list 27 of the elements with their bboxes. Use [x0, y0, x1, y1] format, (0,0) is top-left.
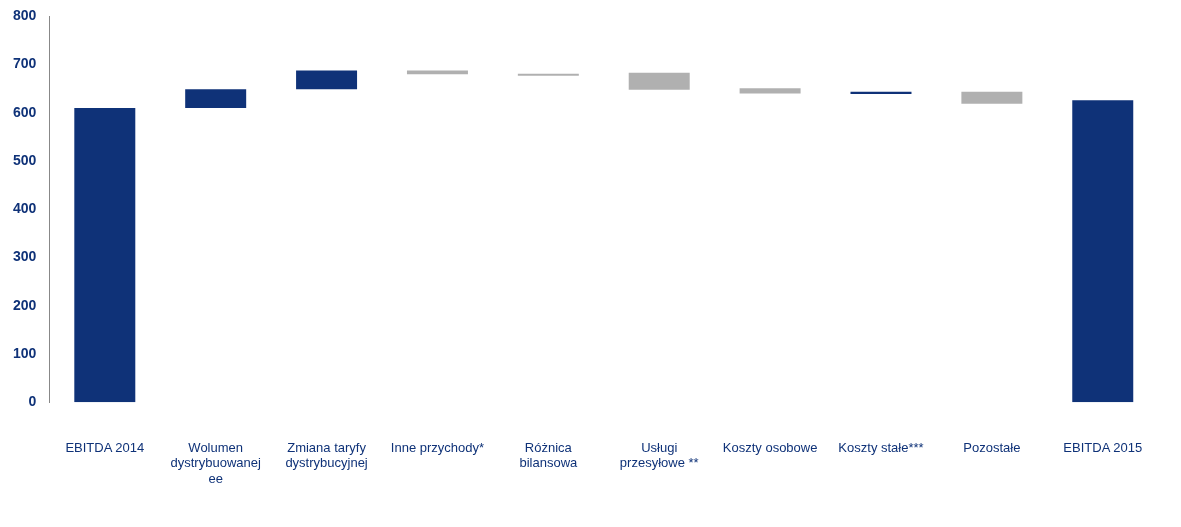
bar — [961, 91, 1023, 104]
bar — [296, 70, 358, 90]
x-tick-label: Inne przychody* — [390, 439, 485, 455]
x-tick-label: Pozostałe — [963, 439, 1021, 455]
y-tick-label: 700 — [13, 55, 37, 72]
bar — [74, 108, 136, 403]
x-tick-label: Usługi przesyłowe ** — [619, 439, 699, 471]
y-tick-label: 400 — [13, 200, 37, 217]
x-tick-label: EBITDA 2014 — [65, 439, 145, 455]
bar — [406, 70, 468, 75]
x-tick-label: EBITDA 2015 — [1063, 439, 1143, 455]
y-tick-label: 100 — [13, 344, 37, 361]
y-tick-label: 300 — [13, 248, 37, 265]
y-tick-label: 200 — [13, 296, 37, 313]
x-tick-label: Wolumen dystrybuowanej ee — [170, 439, 261, 486]
y-tick-label: 0 — [28, 393, 37, 410]
x-tick-label: Koszty stałe*** — [838, 439, 924, 455]
y-tick-label: 500 — [13, 151, 37, 168]
x-tick-label: Różnica bilansowa — [519, 439, 579, 471]
bar — [739, 88, 801, 94]
x-tick-label: Koszty osobowe — [722, 439, 818, 455]
y-tick-label: 800 — [13, 7, 37, 24]
bar — [628, 72, 690, 90]
bar — [1072, 100, 1134, 403]
bar — [185, 89, 247, 109]
x-tick-label: Zmiana taryfy dystrybucyjnej — [285, 439, 368, 471]
y-tick-label: 600 — [13, 103, 37, 120]
